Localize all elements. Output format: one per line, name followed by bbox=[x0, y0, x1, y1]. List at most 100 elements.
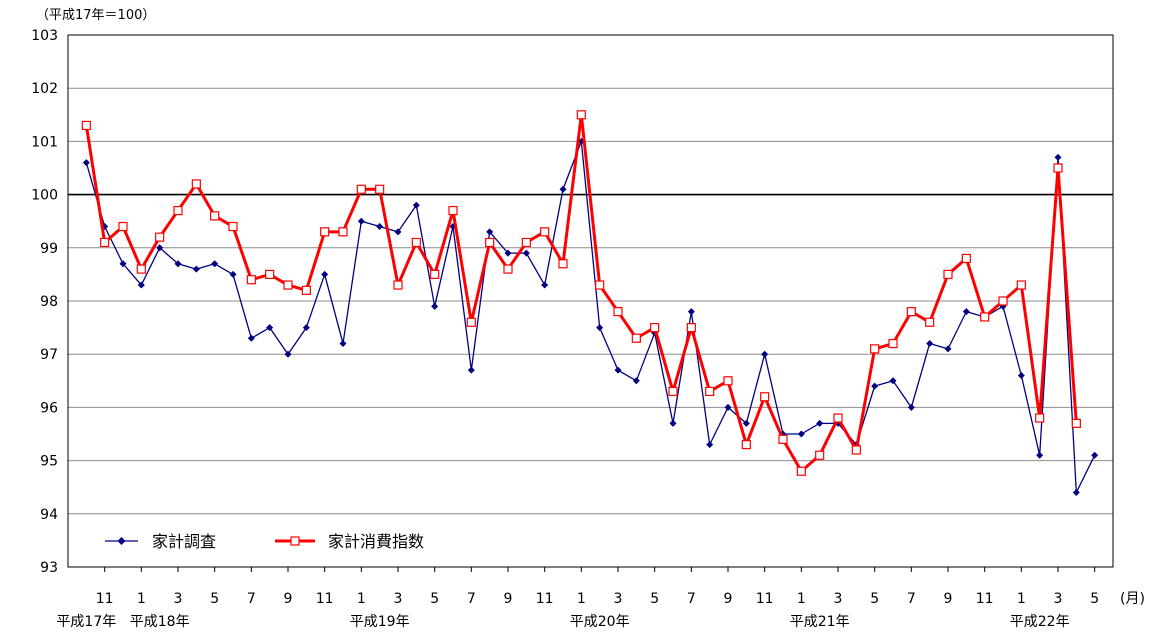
data-point bbox=[283, 280, 293, 290]
data-point bbox=[706, 441, 714, 449]
x-tick-label: 11 bbox=[536, 591, 554, 607]
x-tick-label: 9 bbox=[284, 591, 293, 607]
grid-lines bbox=[68, 87, 1113, 515]
data-point bbox=[356, 184, 366, 194]
x-tick-label: 11 bbox=[976, 591, 994, 607]
x-tick-label: 7 bbox=[467, 591, 476, 607]
data-point bbox=[669, 419, 677, 427]
data-point bbox=[393, 280, 403, 290]
year-label: 平成21年 bbox=[790, 614, 850, 630]
data-point bbox=[376, 223, 384, 231]
data-point bbox=[778, 434, 788, 444]
data-point bbox=[833, 413, 843, 423]
x-tick-label: 9 bbox=[724, 591, 733, 607]
data-point bbox=[521, 237, 531, 248]
x-tick-label: 5 bbox=[210, 591, 219, 607]
data-point bbox=[504, 249, 512, 257]
x-tick-label: 9 bbox=[944, 591, 953, 607]
data-point bbox=[211, 260, 219, 268]
y-tick-label: 103 bbox=[31, 28, 58, 44]
data-point bbox=[339, 340, 347, 348]
series-kakei-shouhi-shisuu bbox=[81, 110, 1081, 476]
year-label: 平成19年 bbox=[350, 614, 410, 630]
data-point bbox=[558, 259, 568, 269]
data-point bbox=[888, 338, 898, 349]
data-point bbox=[357, 217, 365, 225]
data-point bbox=[1071, 418, 1081, 428]
data-point bbox=[724, 403, 732, 411]
x-tick-label: 5 bbox=[1090, 591, 1099, 607]
x-tick-label: 7 bbox=[247, 591, 256, 607]
data-point bbox=[797, 430, 805, 438]
x-tick-label: 1 bbox=[577, 591, 586, 607]
data-point bbox=[265, 269, 275, 279]
x-tick-label: 5 bbox=[870, 591, 879, 607]
data-point bbox=[761, 350, 769, 358]
unit-label: （平成17年＝100） bbox=[36, 8, 156, 23]
data-point bbox=[889, 377, 897, 385]
data-point bbox=[1017, 371, 1025, 379]
data-point bbox=[266, 324, 274, 332]
y-tick-label: 99 bbox=[40, 241, 58, 257]
data-point bbox=[632, 377, 640, 385]
x-tick-label: 1 bbox=[137, 591, 146, 607]
data-point bbox=[742, 419, 750, 427]
data-point bbox=[503, 264, 513, 274]
x-tick-label: 7 bbox=[687, 591, 696, 607]
data-point bbox=[631, 333, 641, 343]
data-point bbox=[686, 323, 696, 333]
data-point bbox=[687, 308, 695, 316]
data-point bbox=[596, 324, 604, 332]
x-tick-label: 11 bbox=[316, 591, 334, 607]
data-point bbox=[191, 179, 201, 189]
legend-marker bbox=[117, 537, 126, 545]
data-point bbox=[1036, 451, 1044, 459]
x-tick-label: 1 bbox=[1017, 591, 1026, 607]
data-point bbox=[321, 270, 329, 278]
data-point bbox=[906, 307, 916, 317]
data-point bbox=[155, 232, 165, 242]
data-point bbox=[247, 334, 255, 342]
legend: 家計調査 家計消費指数 bbox=[105, 532, 424, 551]
data-point bbox=[375, 184, 385, 194]
x-tick-label: 3 bbox=[394, 591, 403, 607]
data-point bbox=[871, 382, 879, 390]
data-point bbox=[1072, 489, 1080, 497]
data-point bbox=[851, 445, 861, 455]
data-point bbox=[1091, 451, 1099, 459]
y-tick-label: 93 bbox=[40, 560, 58, 576]
data-point bbox=[998, 296, 1008, 306]
data-point bbox=[907, 403, 915, 411]
data-point bbox=[100, 237, 110, 248]
data-point bbox=[136, 264, 146, 274]
x-tick-label: 3 bbox=[174, 591, 183, 607]
data-point bbox=[1035, 413, 1045, 423]
data-point bbox=[394, 228, 402, 236]
data-point bbox=[156, 244, 164, 252]
data-point bbox=[741, 440, 751, 450]
x-tick-label: 3 bbox=[834, 591, 843, 607]
data-point bbox=[541, 281, 549, 289]
x-tick-label: 5 bbox=[650, 591, 659, 607]
data-point bbox=[82, 159, 90, 167]
legend-label: 家計調査 bbox=[152, 532, 216, 551]
x-tick-label: 9 bbox=[504, 591, 513, 607]
data-point bbox=[411, 237, 421, 248]
data-point bbox=[961, 253, 971, 264]
data-point bbox=[412, 201, 420, 209]
data-point bbox=[118, 221, 128, 232]
x-tick-label: 1 bbox=[357, 591, 366, 607]
series-line bbox=[84, 113, 1078, 473]
data-point bbox=[1054, 153, 1062, 161]
data-point bbox=[705, 386, 715, 397]
data-point bbox=[815, 450, 825, 460]
data-point bbox=[943, 269, 953, 279]
data-point bbox=[301, 285, 311, 295]
data-point bbox=[980, 312, 990, 322]
y-tick-label: 102 bbox=[31, 81, 58, 97]
year-label: 平成17年 bbox=[56, 614, 116, 630]
data-point bbox=[668, 386, 678, 397]
y-tick-label: 94 bbox=[40, 507, 58, 523]
x-tick-label: 3 bbox=[1054, 591, 1063, 607]
